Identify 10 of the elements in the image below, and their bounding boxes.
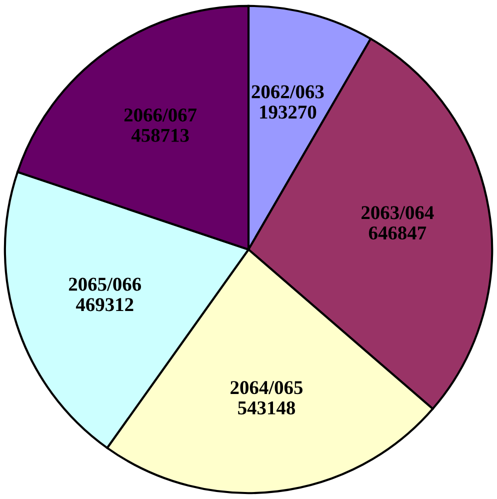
slice-label: 2063/064	[362, 206, 434, 220]
data-label: 646847	[368, 226, 426, 240]
slice-label: 2066/067	[124, 108, 197, 122]
data-label: 458713	[131, 128, 189, 142]
slice-label: 2064/065	[230, 381, 303, 394]
data-label: 193270	[260, 106, 316, 119]
data-label: 469312	[76, 298, 134, 312]
data-label: 543148	[238, 401, 296, 414]
slice-label: 2062/063	[252, 85, 324, 98]
slice-label: 2065/066	[68, 278, 142, 291]
